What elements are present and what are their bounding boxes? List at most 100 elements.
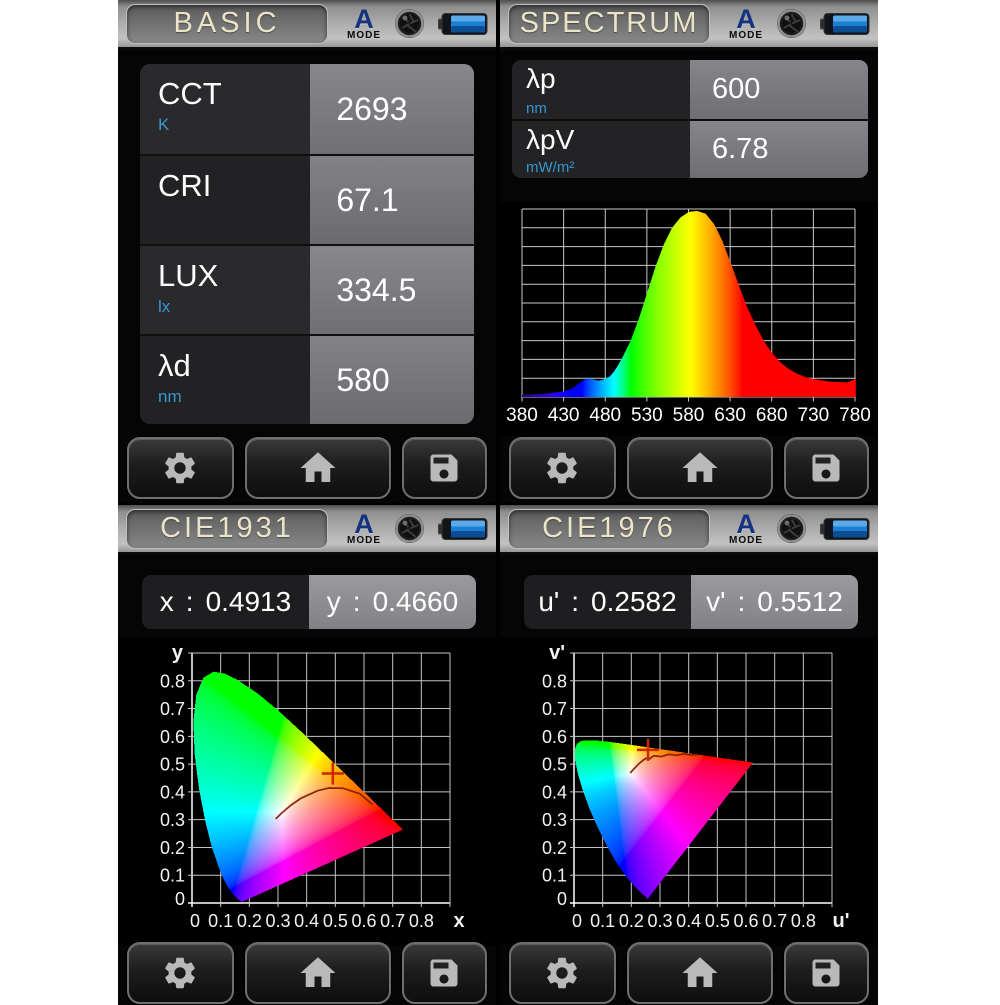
cri-label-cell: CRI: [140, 156, 311, 244]
cri-label: CRI: [158, 168, 212, 203]
save-button[interactable]: [783, 942, 869, 1004]
a-mode-icon[interactable]: A MODE: [729, 6, 763, 41]
cie1976-title-button[interactable]: CIE1976: [508, 508, 710, 549]
home-icon: [682, 452, 718, 482]
mode-label: MODE: [729, 535, 763, 546]
header-icons: A MODE: [347, 511, 488, 546]
v-prime-coordinate-chip: v' : 0.5512: [691, 575, 858, 629]
panel-spectrum: SPECTRUM A MODE: [500, 0, 878, 503]
x-coord-label: x: [159, 586, 174, 617]
camera-aperture-icon[interactable]: [776, 513, 807, 544]
mode-label: MODE: [729, 30, 763, 41]
lambda-d-label-cell: λd nm: [140, 336, 311, 424]
u-prime-coord-value: 0.2582: [591, 586, 677, 617]
settings-gear-icon: [547, 957, 578, 989]
spectrum-header: SPECTRUM A MODE: [500, 0, 878, 50]
home-icon: [300, 452, 336, 482]
settings-button[interactable]: [509, 942, 616, 1004]
lambda-pv-value: 6.78: [690, 121, 868, 178]
cie1931-chromaticity-chart: [118, 637, 496, 945]
battery-icon: [820, 517, 870, 540]
camera-aperture-icon[interactable]: [394, 8, 425, 39]
lambda-pv-label-cell: λpV mW/m²: [512, 121, 690, 178]
cie1976-chromaticity-chart: [500, 637, 878, 945]
a-mode-icon[interactable]: A MODE: [347, 511, 381, 546]
lambda-d-unit: nm: [158, 387, 182, 406]
settings-button[interactable]: [127, 942, 234, 1004]
cct-label-cell: CCT K: [140, 64, 311, 154]
cie1931-header: CIE1931 A MODE: [118, 505, 496, 555]
measurement-row-cct: CCT K 2693: [140, 64, 474, 154]
measurement-row-lambda-d: λd nm 580: [140, 334, 474, 424]
header-icons: A MODE: [729, 6, 870, 41]
home-button[interactable]: [626, 942, 773, 1004]
cie1931-coordinates: x : 0.4913 y : 0.4660: [142, 575, 476, 629]
basic-toolbar: [118, 437, 496, 499]
spectrum-title-button[interactable]: SPECTRUM: [508, 3, 710, 44]
cie1976-toolbar: [500, 942, 878, 1004]
light-meter-app: BASIC A MODE: [118, 0, 878, 1005]
battery-icon: [820, 12, 870, 35]
x-coord-value: 0.4913: [205, 586, 292, 617]
cri-value: 67.1: [310, 156, 474, 244]
settings-gear-icon: [547, 452, 578, 484]
y-coord-label: y: [326, 586, 341, 617]
settings-button[interactable]: [127, 437, 234, 499]
save-floppy-icon: [812, 959, 840, 987]
battery-icon: [438, 517, 488, 540]
home-button[interactable]: [244, 437, 391, 499]
battery-icon: [438, 12, 488, 35]
save-button[interactable]: [783, 437, 869, 499]
lux-label-cell: LUX lx: [140, 246, 311, 334]
v-prime-coord-value: 0.5512: [757, 586, 843, 617]
measurement-row-lambda-pv: λpV mW/m² 6.78: [512, 119, 868, 178]
mode-label: MODE: [347, 30, 381, 41]
y-coord-value: 0.4660: [372, 586, 459, 617]
cct-label: CCT: [158, 76, 222, 111]
u-prime-coordinate-chip: u' : 0.2582: [524, 575, 691, 629]
separator: :: [352, 586, 361, 617]
separator: :: [737, 586, 746, 617]
home-button[interactable]: [626, 437, 773, 499]
lambda-pv-label: λpV: [526, 124, 575, 155]
u-prime-coord-label: u': [538, 586, 560, 617]
settings-button[interactable]: [509, 437, 616, 499]
header-icons: A MODE: [729, 511, 870, 546]
save-floppy-icon: [812, 454, 840, 482]
separator: :: [185, 586, 194, 617]
lux-unit: lx: [158, 297, 171, 316]
x-coordinate-chip: x : 0.4913: [142, 575, 309, 629]
save-button[interactable]: [401, 942, 487, 1004]
basic-header: BASIC A MODE: [118, 0, 496, 50]
home-button[interactable]: [244, 942, 391, 1004]
settings-gear-icon: [165, 452, 196, 484]
cie1931-title-button[interactable]: CIE1931: [126, 508, 328, 549]
cie1976-header: CIE1976 A MODE: [500, 505, 878, 555]
camera-aperture-icon[interactable]: [776, 8, 807, 39]
basic-measurements-card: CCT K 2693 CRI 67.1 LUX lx 334.5: [140, 64, 474, 424]
cie1976-coordinates: u' : 0.2582 v' : 0.5512: [524, 575, 858, 629]
a-mode-icon[interactable]: A MODE: [729, 511, 763, 546]
settings-gear-icon: [165, 957, 196, 989]
lux-value: 334.5: [310, 246, 474, 334]
spectrum-chart: [500, 202, 878, 436]
measurement-row-lux: LUX lx 334.5: [140, 244, 474, 334]
camera-aperture-icon[interactable]: [394, 513, 425, 544]
cct-value: 2693: [310, 64, 474, 154]
mode-letter: A: [736, 509, 756, 539]
mode-label: MODE: [347, 535, 381, 546]
lambda-pv-unit: mW/m²: [526, 159, 575, 176]
spectrum-toolbar: [500, 437, 878, 499]
panel-cie1976: CIE1976 A MODE: [500, 505, 878, 1005]
basic-title-button[interactable]: BASIC: [126, 3, 328, 44]
home-icon: [682, 957, 718, 987]
separator: :: [571, 586, 580, 617]
lambda-p-label: λp: [526, 63, 556, 94]
a-mode-icon[interactable]: A MODE: [347, 6, 381, 41]
save-floppy-icon: [430, 454, 458, 482]
save-button[interactable]: [401, 437, 487, 499]
lambda-d-value: 580: [310, 336, 474, 424]
home-icon: [300, 957, 336, 987]
spectrum-values-card: λp nm 600 λpV mW/m² 6.78: [512, 60, 868, 178]
mode-letter: A: [354, 509, 374, 539]
